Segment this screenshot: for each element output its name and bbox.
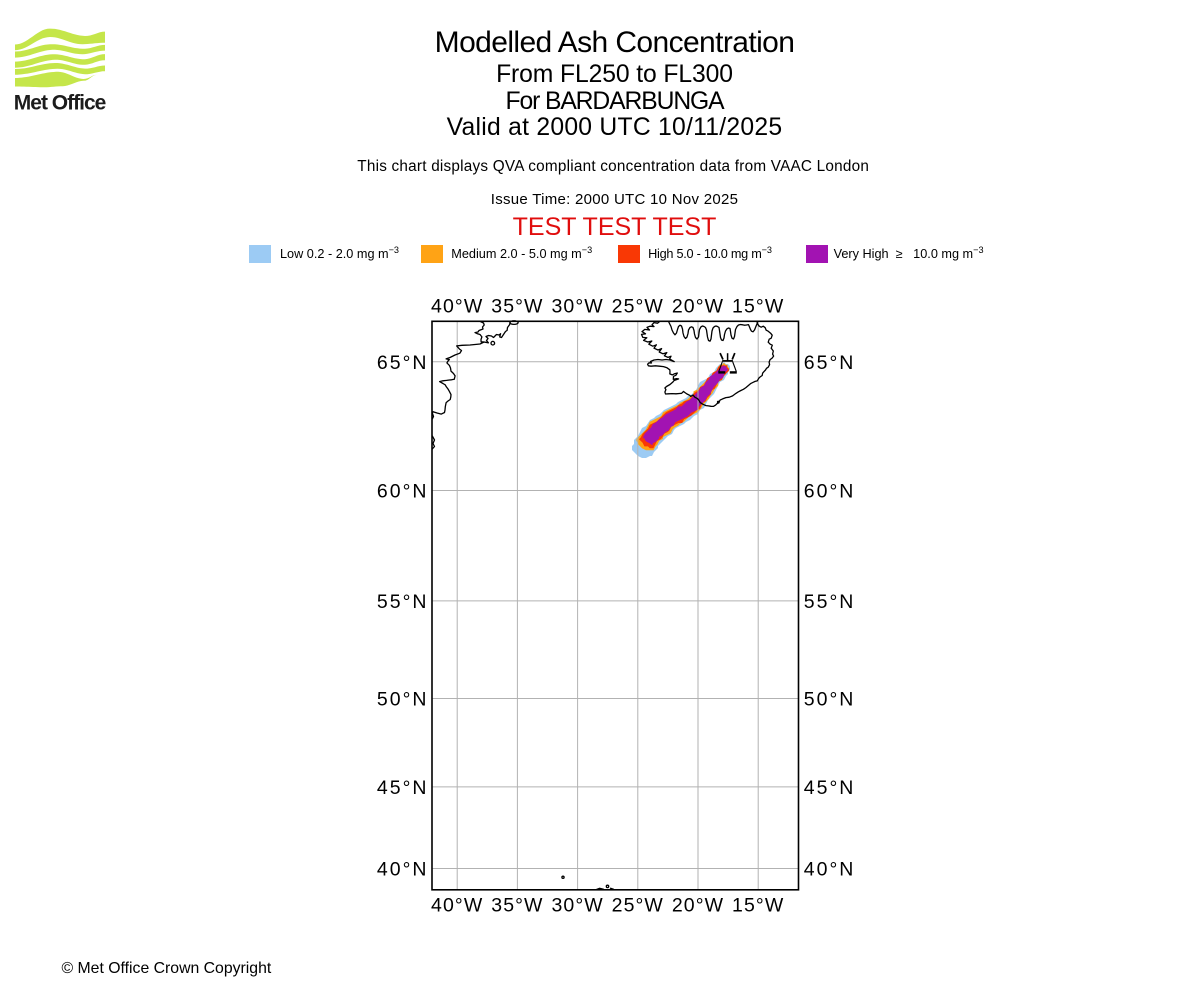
svg-text:60°N: 60°N	[377, 481, 429, 503]
svg-text:20°W: 20°W	[672, 296, 724, 318]
svg-text:30°W: 30°W	[551, 895, 603, 917]
svg-text:50°N: 50°N	[377, 689, 429, 711]
svg-text:15°W: 15°W	[732, 296, 784, 318]
svg-text:65°N: 65°N	[377, 352, 429, 374]
svg-text:60°N: 60°N	[804, 481, 856, 503]
svg-text:25°W: 25°W	[612, 296, 664, 318]
svg-text:50°N: 50°N	[804, 689, 856, 711]
svg-text:15°W: 15°W	[732, 895, 784, 917]
svg-text:40°N: 40°N	[377, 859, 429, 881]
svg-text:40°W: 40°W	[431, 296, 483, 318]
svg-text:20°W: 20°W	[672, 895, 724, 917]
svg-text:65°N: 65°N	[804, 352, 856, 374]
svg-text:Met Office: Met Office	[14, 92, 106, 115]
svg-text:40°W: 40°W	[431, 895, 483, 917]
svg-text:35°W: 35°W	[491, 895, 543, 917]
svg-text:40°N: 40°N	[804, 859, 856, 881]
svg-text:45°N: 45°N	[804, 777, 856, 799]
svg-text:55°N: 55°N	[804, 591, 856, 613]
svg-text:55°N: 55°N	[377, 591, 429, 613]
svg-text:45°N: 45°N	[377, 777, 429, 799]
svg-text:30°W: 30°W	[551, 296, 603, 318]
svg-text:25°W: 25°W	[612, 895, 664, 917]
svg-text:35°W: 35°W	[491, 296, 543, 318]
